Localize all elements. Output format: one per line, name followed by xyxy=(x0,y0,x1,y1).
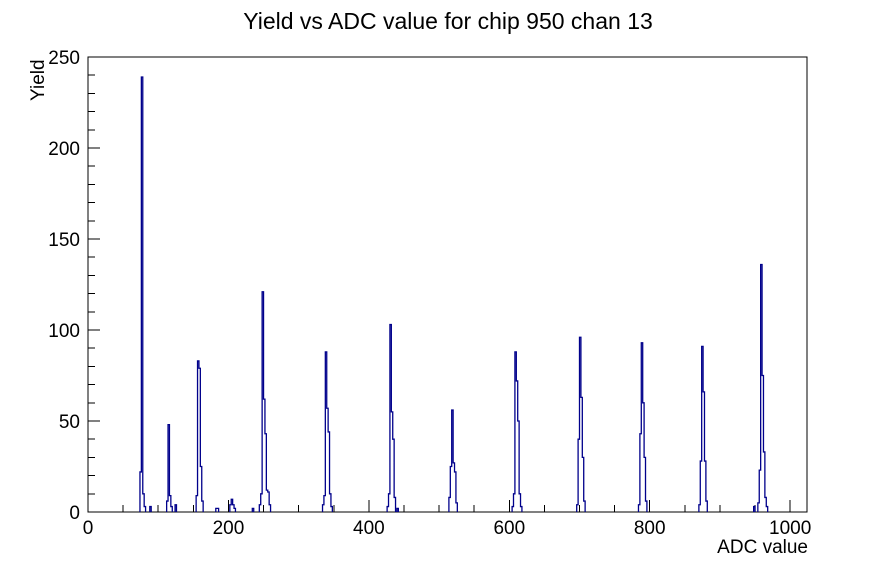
x-tick-label: 800 xyxy=(634,518,666,539)
x-tick-label: 200 xyxy=(213,518,245,539)
y-tick-label: 250 xyxy=(48,48,80,69)
histogram-series xyxy=(139,76,769,512)
y-tick-label: 200 xyxy=(48,139,80,160)
plot-frame xyxy=(87,56,808,513)
x-axis-title: ADC value xyxy=(717,537,808,558)
x-tick-label: 600 xyxy=(493,518,525,539)
x-tick-label: 1000 xyxy=(769,518,811,539)
y-tick-label: 150 xyxy=(48,230,80,251)
x-tick-label: 400 xyxy=(353,518,385,539)
plot-title: Yield vs ADC value for chip 950 chan 13 xyxy=(243,8,653,34)
y-tick-label: 100 xyxy=(48,321,80,342)
y-tick-label: 0 xyxy=(69,503,80,524)
y-tick-label: 50 xyxy=(59,412,80,433)
x-tick-label: 0 xyxy=(83,518,94,539)
